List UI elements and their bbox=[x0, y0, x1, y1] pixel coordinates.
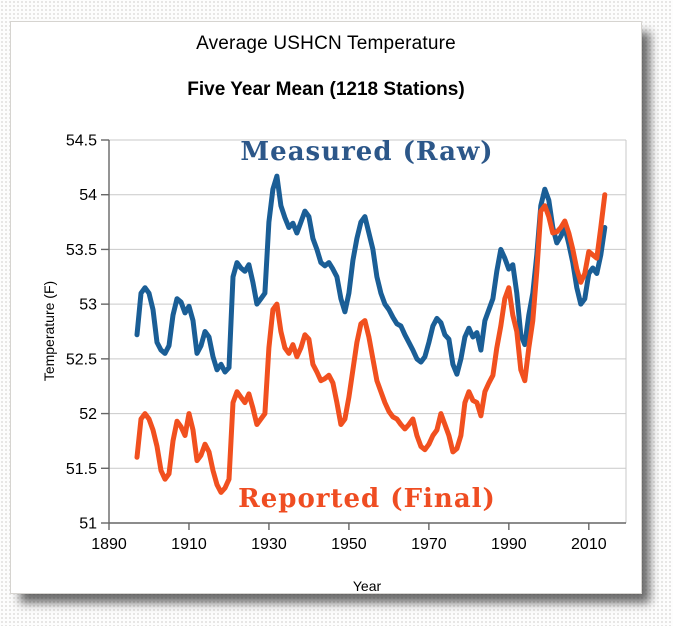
x-tick-label: 1910 bbox=[171, 536, 207, 553]
x-tick-label: 1890 bbox=[91, 536, 127, 553]
y-tick-label: 54.5 bbox=[66, 133, 97, 150]
y-tick-label: 53.5 bbox=[66, 242, 97, 259]
y-tick-label: 54 bbox=[79, 187, 97, 204]
x-tick-label: 2010 bbox=[571, 536, 607, 553]
x-tick-label: 1930 bbox=[251, 536, 287, 553]
y-axis-title: Temperature (F) bbox=[41, 280, 57, 382]
x-tick-label: 1950 bbox=[331, 536, 367, 553]
series-label-reported-final: Reported (Final) bbox=[238, 484, 496, 514]
reported-final-line bbox=[134, 192, 608, 495]
chart-subtitle: Five Year Mean (1218 Stations) bbox=[187, 79, 465, 100]
y-tick-label: 51.5 bbox=[66, 461, 97, 478]
x-tick-label: 1970 bbox=[411, 536, 447, 553]
chart-title: Average USHCN Temperature bbox=[196, 33, 456, 54]
y-tick-label: 52.5 bbox=[66, 351, 97, 368]
y-tick-label: 51 bbox=[79, 516, 97, 533]
series-label-measured-raw: Measured (Raw) bbox=[240, 137, 494, 167]
chart-panel: Average USHCN Temperature Five Year Mean… bbox=[10, 21, 642, 594]
measured-raw-line bbox=[134, 173, 608, 377]
temperature-chart: 54.5 54 53.5 53 52.5 52 51.5 51 1890 1910 1930 1950… bbox=[66, 133, 627, 553]
y-tick-label: 52 bbox=[79, 406, 97, 423]
x-axis-title: Year bbox=[352, 578, 382, 594]
x-tick-label: 1990 bbox=[491, 536, 527, 553]
y-tick-label: 53 bbox=[79, 297, 97, 314]
